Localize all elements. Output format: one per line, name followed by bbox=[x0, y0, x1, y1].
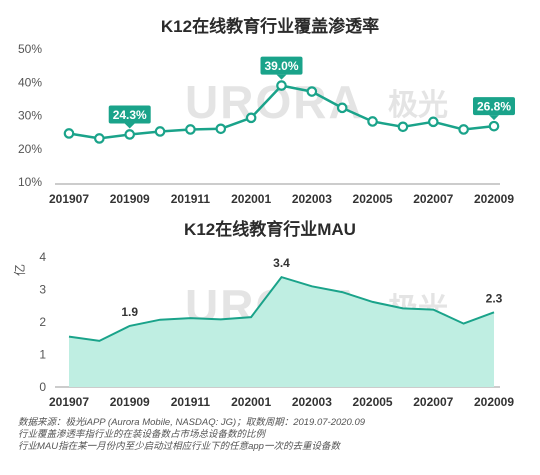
data-label: 1.9 bbox=[121, 305, 138, 319]
y-tick-label: 20% bbox=[18, 142, 42, 156]
y-tick-label: 0 bbox=[39, 380, 46, 394]
x-tick-label: 201909 bbox=[110, 192, 150, 206]
data-point bbox=[488, 120, 500, 132]
data-label: 24.3% bbox=[113, 108, 147, 122]
data-labels: 24.3% 39.0% 26.8% bbox=[108, 56, 515, 129]
chart-title: K12在线教育行业覆盖渗透率 bbox=[161, 16, 379, 36]
data-point bbox=[276, 80, 287, 91]
source-note: 数据来源：极光iAPP (Aurora Mobile, NASDAQ: JG)；… bbox=[18, 417, 366, 428]
y-tick-label: 40% bbox=[18, 75, 42, 89]
data-point bbox=[245, 112, 257, 124]
data-label: 2.3 bbox=[486, 291, 503, 305]
y-axis-label: 亿 bbox=[12, 264, 27, 276]
data-point bbox=[397, 121, 409, 133]
data-label: 26.8% bbox=[477, 100, 511, 114]
x-tick-label: 201911 bbox=[171, 192, 211, 206]
y-tick-label: 10% bbox=[18, 175, 42, 189]
chart-title: K12在线教育行业MAU bbox=[184, 219, 356, 239]
y-tick-label: 2 bbox=[39, 315, 46, 329]
data-point bbox=[306, 86, 318, 97]
x-axis-ticks: 201907 201909 201911 202001 202003 202005 2020… bbox=[49, 192, 514, 206]
data-label-pointer bbox=[124, 123, 135, 129]
x-tick-label: 202001 bbox=[231, 192, 271, 206]
data-label-box bbox=[108, 105, 151, 124]
data-label: 39.0% bbox=[264, 59, 298, 73]
data-point bbox=[427, 116, 439, 128]
penetration-rate-chart: K12在线教育行业覆盖渗透率 10%20%30%40%50% 201907 201… bbox=[18, 16, 515, 206]
data-label-pointer bbox=[276, 74, 287, 80]
y-axis-ticks: 0 1 2 3 4 bbox=[39, 250, 46, 394]
data-point bbox=[367, 116, 378, 127]
series-line bbox=[68, 275, 495, 342]
data-labels: 1.9 3.4 2.3 bbox=[121, 256, 502, 319]
data-point bbox=[336, 102, 348, 114]
y-tick-label: 1 bbox=[39, 348, 46, 362]
watermark-logo-text: URORA bbox=[185, 76, 364, 128]
watermark-top: URORA 极光 bbox=[185, 76, 448, 128]
data-point bbox=[458, 124, 469, 135]
data-label: 3.4 bbox=[273, 256, 290, 270]
x-tick-label: 201907 bbox=[49, 192, 89, 206]
y-tick-label: 30% bbox=[18, 109, 42, 123]
y-tick-label: 3 bbox=[39, 283, 46, 297]
y-tick-label: 4 bbox=[39, 250, 46, 264]
data-point bbox=[63, 128, 75, 139]
x-tick-label: 201911 bbox=[171, 395, 211, 409]
x-tick-label: 202003 bbox=[292, 395, 332, 409]
data-point bbox=[185, 124, 196, 135]
series-points bbox=[63, 80, 500, 144]
x-tick-label: 201907 bbox=[49, 395, 89, 409]
data-label-box bbox=[260, 56, 303, 75]
x-axis-ticks: 201907 201909 201911 202001 202003 202005 2020… bbox=[49, 395, 514, 409]
y-axis-ticks: 10% 20% 30% 40% 50% bbox=[18, 42, 42, 189]
x-tick-label: 202009 bbox=[474, 192, 514, 206]
y-tick-label: 50% bbox=[18, 42, 42, 56]
x-tick-label: 202001 bbox=[231, 395, 271, 409]
x-tick-label: 202005 bbox=[353, 395, 393, 409]
data-point bbox=[154, 126, 166, 137]
data-label-box bbox=[473, 97, 515, 116]
series-area bbox=[69, 277, 494, 387]
x-tick-label: 202005 bbox=[353, 192, 393, 206]
x-tick-label: 202003 bbox=[292, 192, 332, 206]
x-tick-label: 202007 bbox=[413, 395, 453, 409]
x-tick-label: 201909 bbox=[110, 395, 150, 409]
data-label-pointer bbox=[489, 115, 499, 121]
watermark-cn-text: 极光 bbox=[388, 89, 448, 122]
x-tick-label: 202007 bbox=[413, 192, 453, 206]
definition-note-penetration: 行业覆盖渗透率指行业的在装设备数占市场总设备数的比例 bbox=[18, 429, 266, 440]
definition-note-mau: 行业MAU指在某一月份内至少启动过相应行业下的任意app一次的去重设备数 bbox=[18, 441, 340, 452]
data-point bbox=[124, 129, 136, 140]
x-tick-label: 202009 bbox=[474, 395, 514, 409]
data-point bbox=[94, 133, 105, 144]
data-point bbox=[215, 123, 227, 135]
